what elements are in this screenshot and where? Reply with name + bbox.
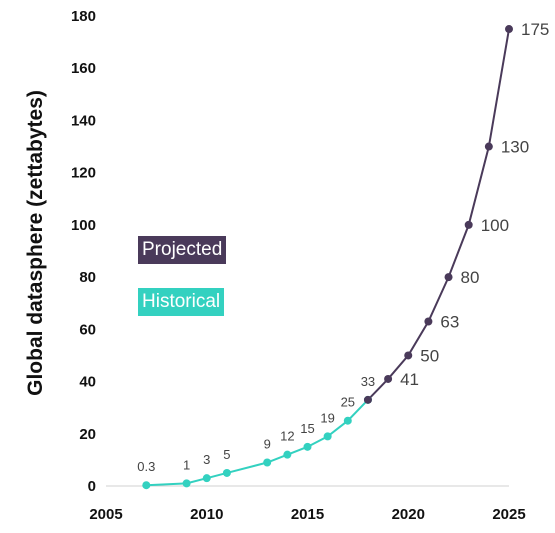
data-point-historical <box>142 481 151 490</box>
data-point-historical <box>263 458 272 467</box>
data-label: 19 <box>320 410 334 425</box>
y-tick-label: 60 <box>79 321 96 338</box>
y-tick-label: 40 <box>79 374 96 391</box>
data-point-projected <box>444 273 453 282</box>
data-label: 100 <box>481 216 509 235</box>
y-tick-label: 140 <box>71 112 96 129</box>
x-tick-label: 2020 <box>392 506 425 523</box>
data-label: 25 <box>341 395 355 410</box>
y-tick-label: 0 <box>88 478 96 495</box>
data-point-historical <box>222 468 231 477</box>
data-point-historical <box>343 416 352 425</box>
y-tick-label: 180 <box>71 8 96 25</box>
data-label: 9 <box>264 437 271 452</box>
data-label: 80 <box>461 268 480 287</box>
data-label: 15 <box>300 421 314 436</box>
data-point-historical <box>202 474 211 483</box>
data-point-projected <box>484 142 493 151</box>
y-tick-label: 120 <box>71 165 96 182</box>
data-point-projected <box>505 25 513 34</box>
data-point-projected <box>404 351 413 360</box>
x-tick-label: 2025 <box>492 506 525 523</box>
data-point-projected <box>363 395 372 404</box>
legend-projected: Projected <box>138 236 227 264</box>
data-point-historical <box>323 432 332 441</box>
series-layer <box>142 25 513 490</box>
y-axis-label: Global datasphere (zettabytes) <box>24 90 47 396</box>
data-label: 0.3 <box>137 459 155 474</box>
data-label: 33 <box>361 374 375 389</box>
data-point-historical <box>303 442 312 451</box>
data-label: 1 <box>183 457 190 472</box>
y-axis-label-group: Global datasphere (zettabytes) <box>24 90 47 396</box>
y-tick-label: 160 <box>71 60 96 77</box>
data-point-projected <box>464 220 473 229</box>
y-tick-label: 20 <box>79 426 96 443</box>
y-tick-label: 100 <box>71 217 96 234</box>
series-line-historical <box>146 399 369 487</box>
series-line-projected <box>367 28 510 401</box>
data-label: 3 <box>203 452 210 467</box>
data-label: 50 <box>420 346 439 365</box>
data-point-projected <box>424 317 433 326</box>
data-label: 41 <box>400 370 419 389</box>
data-point-historical <box>182 479 191 488</box>
data-label: 63 <box>440 313 459 332</box>
data-point-historical <box>283 450 292 459</box>
data-label: 12 <box>280 429 294 444</box>
x-tick-label: 2005 <box>89 506 122 523</box>
data-point-projected <box>384 374 393 383</box>
legend-historical: Historical <box>138 288 225 316</box>
x-tick-label: 2010 <box>190 506 223 523</box>
y-tick-label: 80 <box>79 269 96 286</box>
x-tick-label: 2015 <box>291 506 324 523</box>
data-label: 175 <box>521 20 549 39</box>
data-label: 130 <box>501 138 529 157</box>
data-label: 5 <box>223 447 230 462</box>
